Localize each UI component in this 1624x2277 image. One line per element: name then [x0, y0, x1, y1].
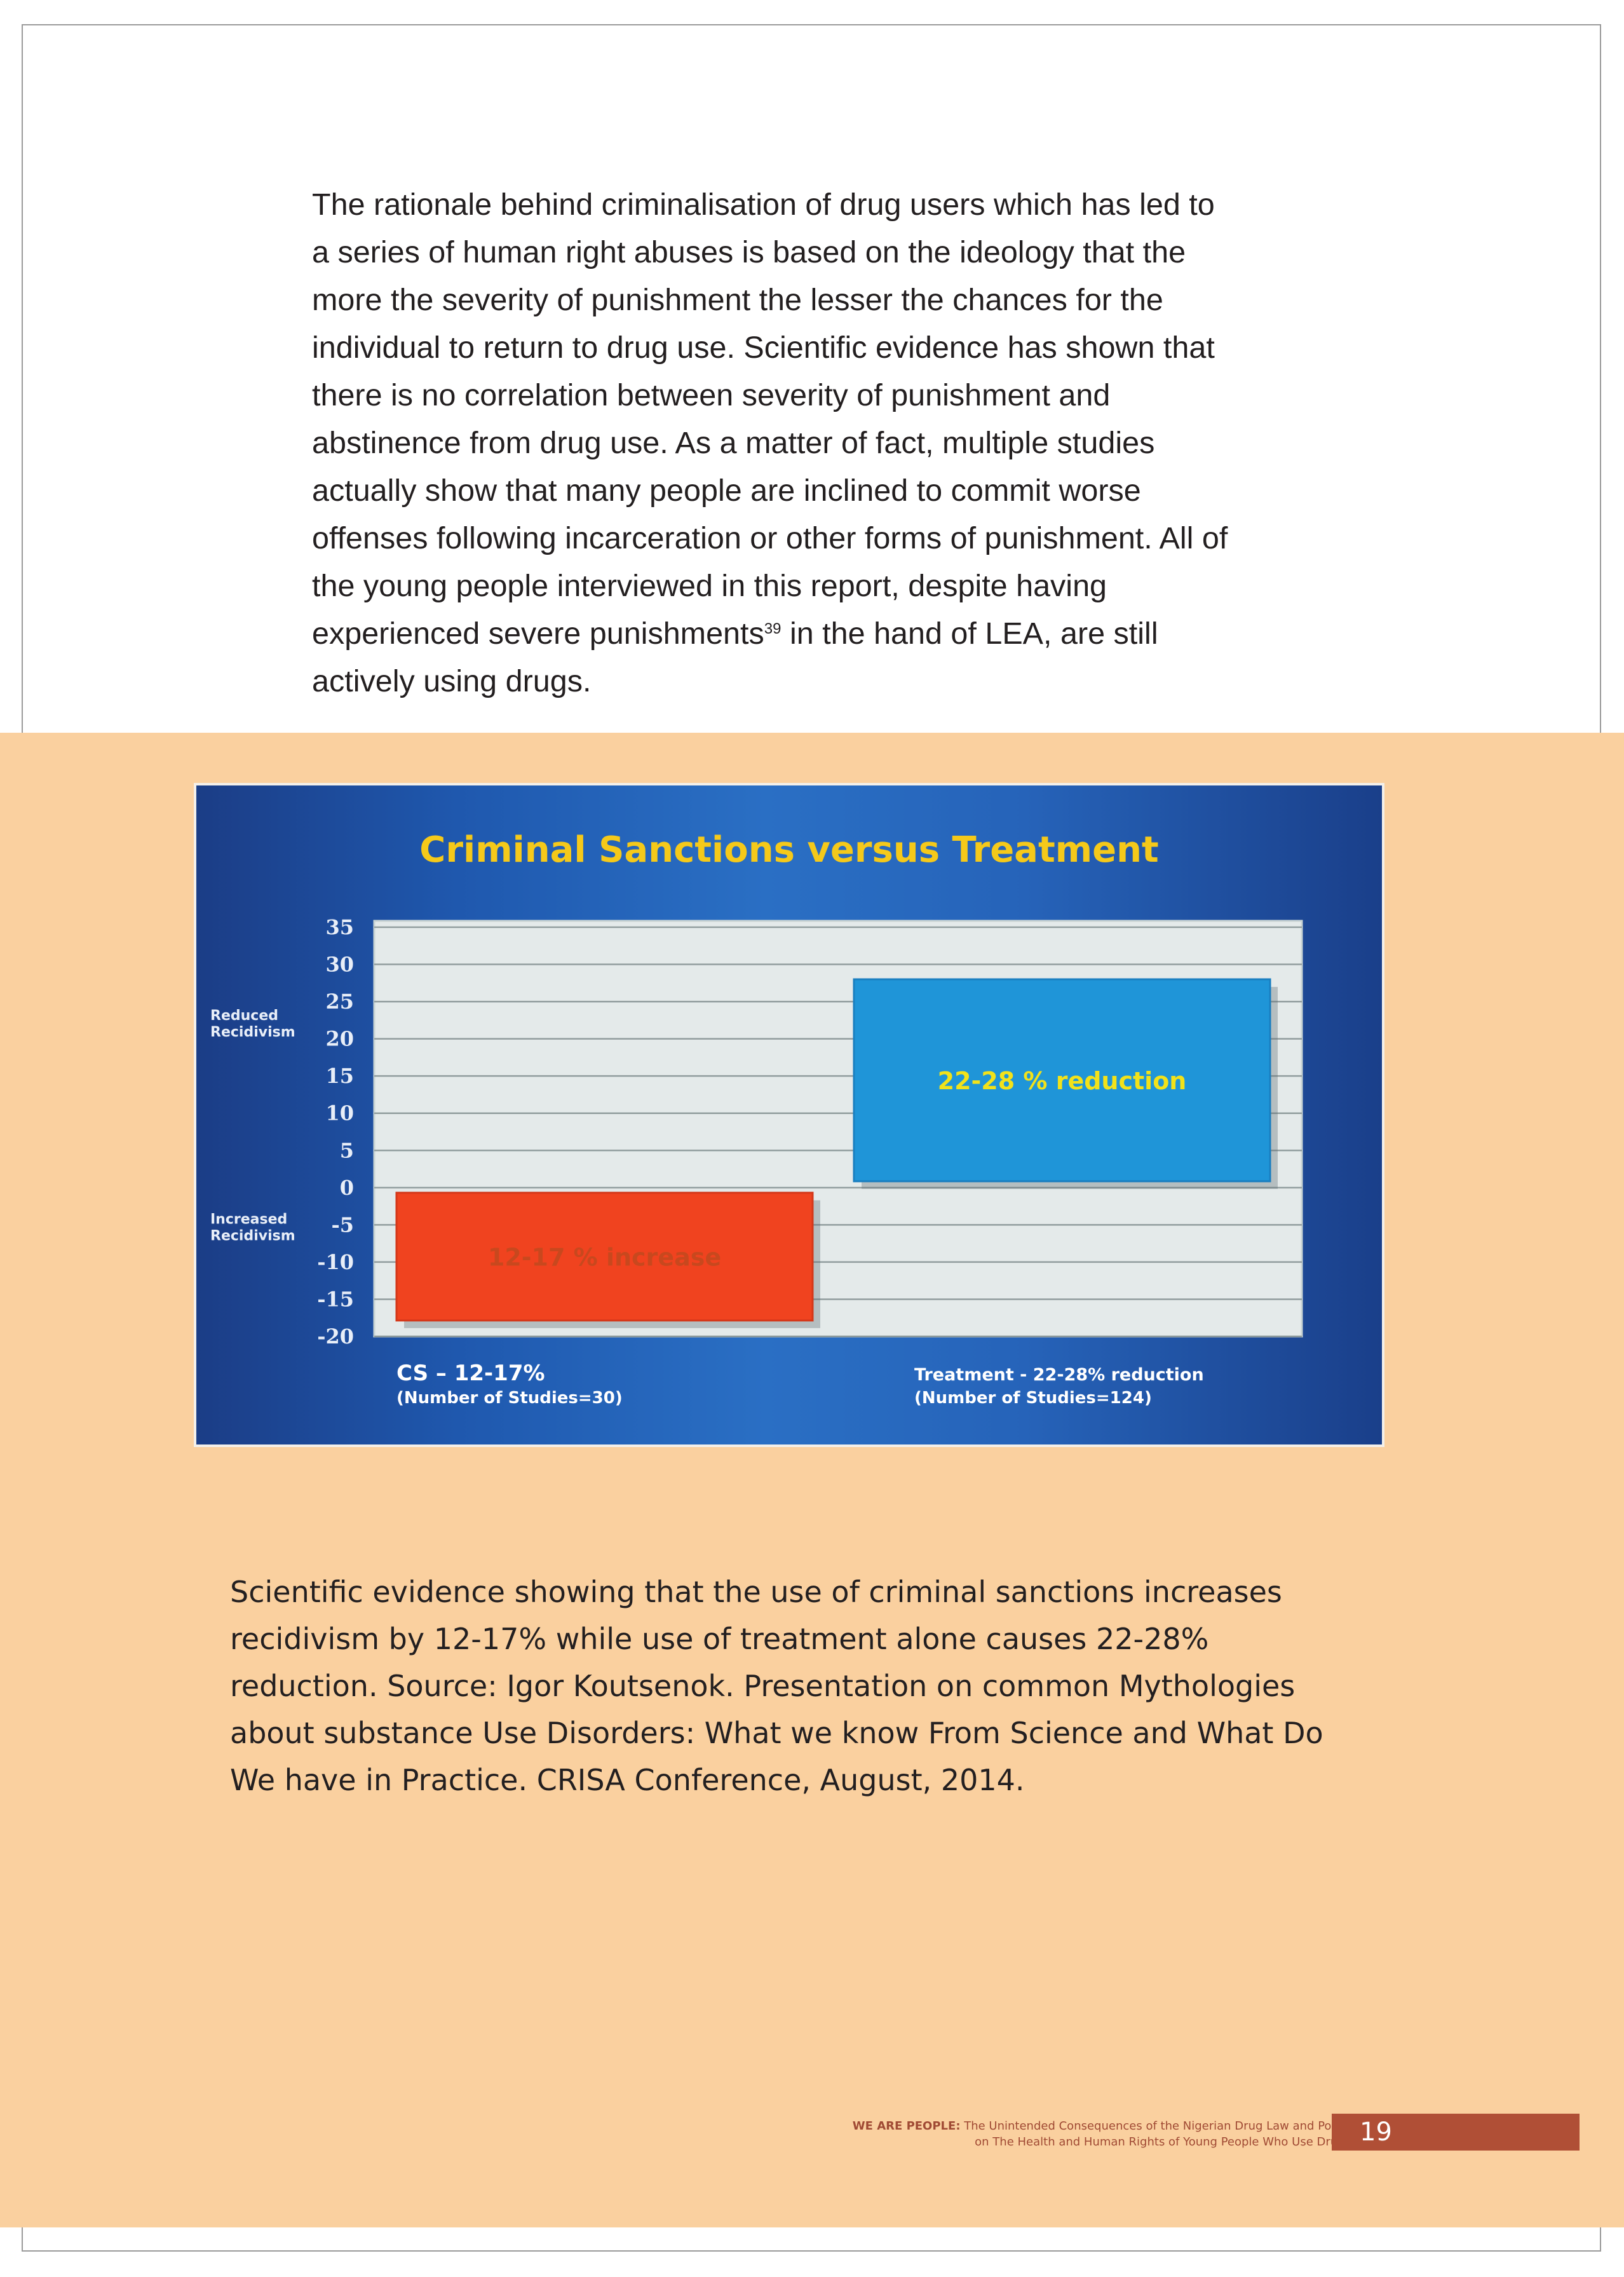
figure-caption: Scientific evidence showing that the use…: [230, 1568, 1437, 1804]
y-tick-label: 0: [340, 1176, 354, 1200]
bar-data-label: 12-17 % increase: [488, 1243, 721, 1271]
footer-report-name: WE ARE PEOPLE:: [852, 2119, 961, 2133]
chart-title: Criminal Sanctions versus Treatment: [419, 829, 1158, 871]
y-axis-label-increased: Increased: [210, 1211, 287, 1227]
page-number: 19: [1360, 2117, 1392, 2147]
caption-line: about substance Use Disorders: What we k…: [230, 1716, 1323, 1750]
body-paragraph: The rationale behind criminalisation of …: [312, 181, 1341, 705]
category-note: (Number of Studies=30): [396, 1389, 623, 1408]
y-tick-label: -5: [331, 1213, 354, 1237]
body-line: experienced severe punishments39 in the …: [312, 610, 1341, 658]
y-tick-label: -10: [317, 1250, 354, 1274]
caption-line: We have in Practice. CRISA Conference, A…: [230, 1763, 1025, 1797]
body-line: offenses following incarceration or othe…: [312, 521, 1228, 555]
y-tick-label: 15: [325, 1064, 354, 1088]
body-line: there is no correlation between severity…: [312, 378, 1111, 412]
category-label: CS – 12-17%: [396, 1361, 545, 1386]
bar-data-label: 22-28 % reduction: [938, 1067, 1187, 1095]
y-tick-label: -15: [317, 1287, 354, 1311]
running-footer: WE ARE PEOPLE: The Unintended Consequenc…: [853, 2118, 1351, 2150]
body-line: more the severity of punishment the less…: [312, 283, 1163, 317]
bar: [853, 978, 1271, 1183]
body-line: the young people interviewed in this rep…: [312, 569, 1107, 603]
category-label: Treatment - 22-28% reduction: [914, 1365, 1204, 1385]
body-line: The rationale behind criminalisation of …: [312, 187, 1215, 222]
body-line: individual to return to drug use. Scient…: [312, 330, 1215, 365]
y-tick-label: 20: [325, 1027, 354, 1051]
caption-line: Scientific evidence showing that the use…: [230, 1575, 1282, 1609]
y-axis-label-reduced: Reduced: [210, 1008, 278, 1024]
caption-line: reduction. Source: Igor Koutsenok. Prese…: [230, 1669, 1296, 1703]
y-tick-label: 30: [325, 953, 354, 977]
footer-line-2: on The Health and Human Rights of Young …: [975, 2135, 1351, 2149]
footnote-reference[interactable]: 39: [764, 620, 782, 637]
body-line-text: experienced severe punishments: [312, 616, 764, 651]
body-line: actively using drugs.: [312, 664, 592, 698]
body-line-text: in the hand of LEA, are still: [781, 616, 1158, 651]
y-tick-label: 10: [325, 1101, 354, 1125]
caption-line: recidivism by 12-17% while use of treatm…: [230, 1622, 1209, 1656]
chart-slide: Criminal Sanctions versus Treatment 35 30 2…: [194, 783, 1384, 1447]
body-line: abstinence from drug use. As a matter of…: [312, 426, 1155, 460]
category-note: (Number of Studies=124): [914, 1389, 1152, 1408]
y-axis-label-increased: Recidivism: [210, 1228, 295, 1244]
y-axis-label-reduced: Recidivism: [210, 1024, 295, 1040]
y-tick-label: 35: [325, 915, 354, 939]
bar-chart: Criminal Sanctions versus Treatment 35 30 2…: [210, 829, 1303, 1408]
bar: [395, 1192, 814, 1322]
body-line: actually show that many people are incli…: [312, 473, 1141, 508]
body-line: a series of human right abuses is based …: [312, 235, 1186, 269]
footer-line-1: WE ARE PEOPLE: The Unintended Consequenc…: [853, 2118, 1351, 2134]
y-tick-label: 25: [325, 989, 354, 1014]
y-tick-label: -20: [317, 1324, 354, 1349]
footer-title-part: The Unintended Consequences of the Niger…: [960, 2119, 1351, 2133]
page-number-bar: [1332, 2114, 1580, 2151]
y-tick-label: 5: [340, 1138, 354, 1162]
